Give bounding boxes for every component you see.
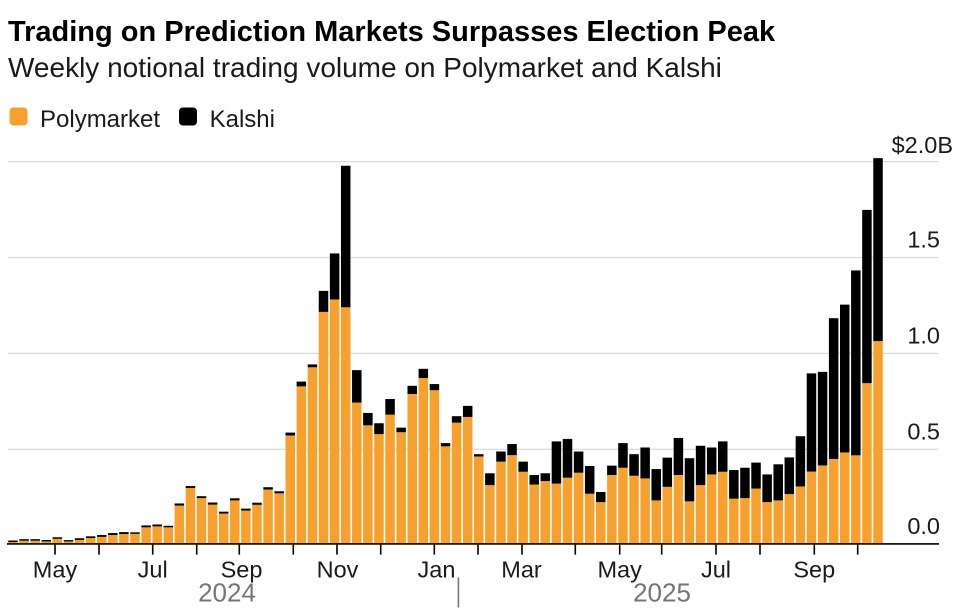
svg-text:May: May (597, 557, 642, 583)
svg-text:Jan: Jan (418, 557, 456, 583)
svg-text:2024: 2024 (198, 577, 256, 607)
svg-text:1.0: 1.0 (907, 323, 940, 349)
svg-text:Trading on Prediction Markets: Trading on Prediction Markets Surpasses … (8, 16, 776, 48)
svg-text:Polymarket: Polymarket (40, 106, 160, 133)
svg-text:Kalshi: Kalshi (210, 106, 275, 133)
svg-text:0.5: 0.5 (907, 419, 940, 445)
svg-text:Sep: Sep (221, 557, 263, 583)
svg-text:Weekly notional trading volume: Weekly notional trading volume on Polyma… (8, 52, 722, 83)
svg-text:Nov: Nov (317, 557, 359, 583)
svg-text:0.0: 0.0 (907, 513, 940, 539)
svg-text:Jul: Jul (701, 557, 731, 583)
svg-text:Sep: Sep (793, 557, 835, 583)
svg-text:Mar: Mar (501, 557, 542, 583)
svg-text:2025: 2025 (633, 577, 691, 607)
svg-text:Jul: Jul (138, 557, 168, 583)
svg-text:May: May (33, 557, 78, 583)
svg-text:1.5: 1.5 (907, 227, 940, 253)
svg-text:$2.0B: $2.0B (892, 132, 953, 158)
